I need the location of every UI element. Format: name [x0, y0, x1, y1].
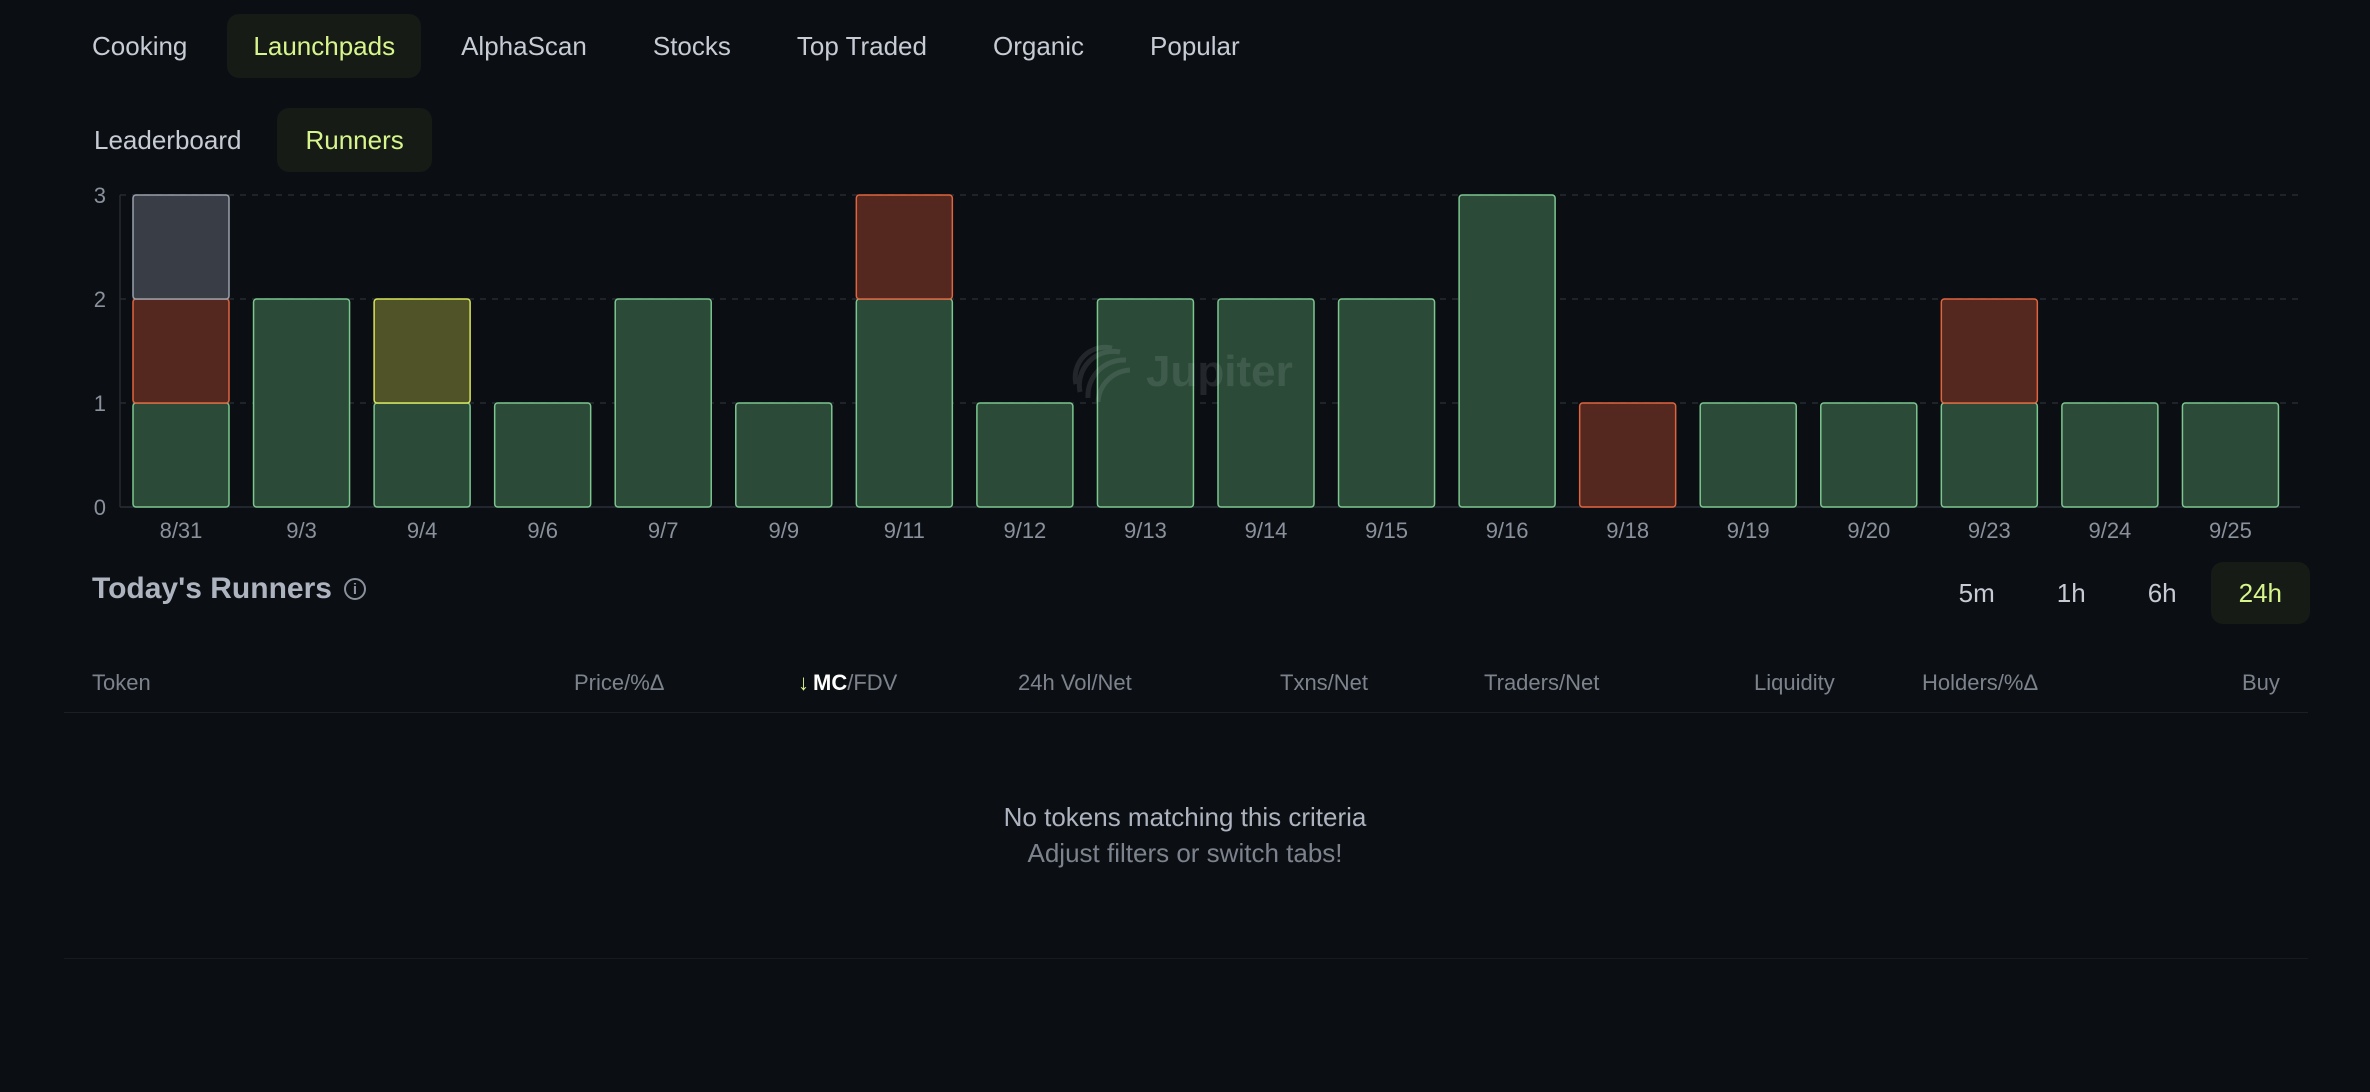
x-tick-label: 9/15: [1365, 518, 1408, 543]
x-tick-label: 9/25: [2209, 518, 2252, 543]
column-buy[interactable]: Buy: [2242, 670, 2280, 695]
y-tick-label: 3: [94, 183, 106, 208]
table-header: Token Price/%Δ ↓ MC/FDV 24h Vol/Net Txns/…: [64, 660, 2308, 713]
bar-segment: [1820, 402, 1918, 508]
y-tick-label: 0: [94, 495, 106, 520]
bar-segment: [132, 194, 230, 300]
bar-segment: [132, 402, 230, 508]
tab-organic[interactable]: Organic: [992, 30, 1085, 61]
x-tick-label: 9/20: [1847, 518, 1890, 543]
y-tick-label: 1: [94, 391, 106, 416]
x-tick-label: 9/19: [1727, 518, 1770, 543]
x-tick-label: 9/13: [1124, 518, 1167, 543]
bar-segment: [1699, 402, 1797, 508]
timeframe-24h[interactable]: 24h: [2210, 562, 2310, 624]
column-24h-vol[interactable]: 24h Vol/Net: [1018, 670, 1132, 695]
bar-segment: [132, 298, 230, 404]
subtab-runners[interactable]: Runners: [277, 108, 432, 172]
bar-segment: [373, 298, 471, 404]
sort-arrow-icon: ↓: [798, 670, 809, 695]
bar-segment: [2061, 402, 2159, 508]
timeframe-1h[interactable]: 1h: [2056, 577, 2086, 608]
x-tick-label: 8/31: [160, 518, 203, 543]
page-title: Today's Runners: [92, 572, 332, 605]
bar-segment: [1940, 298, 2039, 404]
bar-segment: [1458, 194, 1556, 508]
column-token[interactable]: Token: [92, 670, 151, 695]
x-tick-label: 9/9: [768, 518, 799, 543]
table-bottom-divider: [64, 958, 2308, 959]
x-tick-label: 9/4: [407, 518, 438, 543]
x-tick-label: 9/24: [2088, 518, 2131, 543]
timeframe-5m[interactable]: 5m: [1958, 577, 1995, 608]
info-icon[interactable]: i: [343, 578, 366, 600]
x-tick-label: 9/14: [1245, 518, 1288, 543]
x-tick-label: 9/16: [1486, 518, 1529, 543]
bar-segment: [976, 402, 1074, 508]
x-tick-label: 9/7: [648, 518, 679, 543]
bar-segment: [1217, 298, 1315, 508]
column-liquidity[interactable]: Liquidity: [1754, 670, 1835, 695]
bar-segment: [735, 402, 833, 508]
column-mc-fdv[interactable]: ↓ MC/FDV: [798, 670, 897, 696]
runners-bar-chart: 0 1 2 3 8/31 9/3 9/4 9/6 9/7 9/9 9/11 9/12 9/13 9/14 9…: [94, 183, 2300, 543]
tab-stocks[interactable]: Stocks: [652, 30, 731, 61]
tab-cooking[interactable]: Cooking: [92, 30, 188, 61]
bar-segment: [2181, 402, 2280, 508]
runners-header: Today's Runners i: [92, 572, 366, 606]
bar-segment: [493, 402, 592, 508]
tab-alphascan[interactable]: AlphaScan: [461, 30, 587, 61]
column-price[interactable]: Price/%Δ: [574, 670, 665, 695]
x-tick-label: 9/11: [884, 518, 925, 543]
column-fdv-label: /FDV: [847, 670, 898, 695]
timeframe-selector: 5m 1h 6h 24h: [1931, 562, 2310, 624]
bar-segment: [855, 298, 954, 508]
column-txns[interactable]: Txns/Net: [1280, 670, 1369, 695]
bar-segment: [855, 194, 954, 300]
bar-segment: [1940, 402, 2039, 508]
empty-state-subtitle: Adjust filters or switch tabs!: [1027, 838, 1343, 868]
bar-segment: [614, 298, 712, 508]
tab-top-traded[interactable]: Top Traded: [796, 30, 927, 61]
bar-segment: [1096, 298, 1195, 508]
bar-segment: [1578, 402, 1677, 508]
bar-segment: [1337, 298, 1436, 508]
bar-segment: [373, 402, 471, 508]
sub-tabbar: Leaderboard Runners: [66, 108, 440, 172]
x-tick-label: 9/6: [527, 518, 558, 543]
column-holders[interactable]: Holders/%Δ: [1922, 670, 2039, 695]
column-traders[interactable]: Traders/Net: [1484, 670, 1600, 695]
x-tick-label: 9/12: [1003, 518, 1046, 543]
tab-launchpads[interactable]: Launchpads: [227, 14, 422, 78]
x-tick-label: 9/3: [286, 518, 317, 543]
empty-state-title: No tokens matching this criteria: [1003, 802, 1367, 832]
subtab-leaderboard[interactable]: Leaderboard: [94, 124, 242, 155]
x-tick-label: 9/23: [1968, 518, 2011, 543]
x-tick-label: 9/18: [1606, 518, 1649, 543]
timeframe-6h[interactable]: 6h: [2147, 577, 2177, 608]
launchpad-tabbar: Cooking Launchpads AlphaScan Stocks Top …: [66, 14, 1280, 78]
tab-popular[interactable]: Popular: [1150, 30, 1240, 61]
column-mc-label: MC: [813, 670, 848, 695]
bar-segment: [252, 298, 351, 508]
y-tick-label: 2: [94, 287, 106, 312]
